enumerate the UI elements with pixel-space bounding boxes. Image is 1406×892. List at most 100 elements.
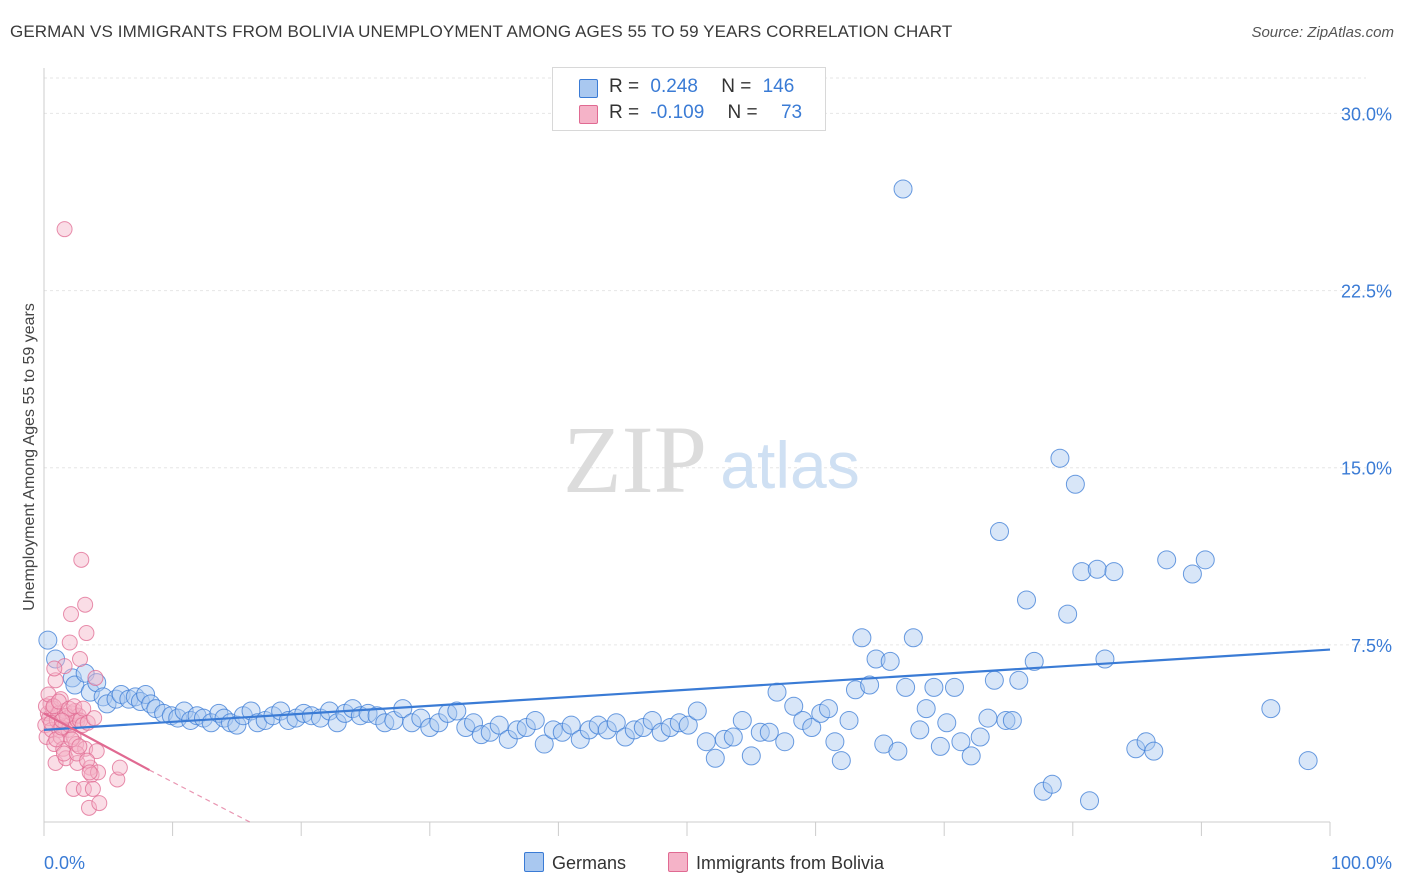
bolivia-point xyxy=(90,764,107,781)
germans-point xyxy=(784,696,804,716)
germans-point xyxy=(651,722,671,742)
germans-point xyxy=(1144,741,1164,761)
germans-point xyxy=(970,727,990,747)
germans-point xyxy=(831,751,851,771)
germans-points xyxy=(38,179,1318,811)
bolivia-point xyxy=(66,698,83,715)
germans-point xyxy=(802,718,822,738)
germans-n-value: 146 xyxy=(762,76,795,97)
germans-point xyxy=(775,732,795,752)
correlation-legend: R = 0.248 N = 146 R = -0.109 N = 73 xyxy=(552,67,826,131)
germans-point xyxy=(1050,448,1070,468)
germans-point xyxy=(860,675,880,695)
germans-point xyxy=(464,713,484,733)
bolivia-point xyxy=(111,759,128,776)
x-tick-label-max: 100.0% xyxy=(1331,853,1392,873)
axes xyxy=(43,68,1331,836)
bolivia-point xyxy=(78,625,95,642)
germans-point xyxy=(1017,590,1037,610)
bolivia-point xyxy=(88,743,105,760)
bolivia-point xyxy=(71,738,88,755)
bolivia-legend-label: Immigrants from Bolivia xyxy=(696,853,885,873)
germans-point xyxy=(944,677,964,697)
germans-point xyxy=(1261,699,1281,719)
bolivia-point xyxy=(77,596,94,613)
bolivia-point xyxy=(72,651,89,668)
germans-point xyxy=(996,710,1016,730)
germans-legend-swatch xyxy=(524,852,544,872)
germans-point xyxy=(818,699,838,719)
bolivia-point xyxy=(61,634,78,651)
germans-point xyxy=(1002,710,1022,730)
germans-point xyxy=(1065,474,1085,494)
germans-point xyxy=(1298,751,1318,771)
bolivia-swatch xyxy=(579,105,598,124)
germans-point xyxy=(910,720,930,740)
germans-point xyxy=(893,179,913,199)
germans-point xyxy=(852,628,872,648)
germans-point xyxy=(951,732,971,752)
bolivia-trend-extension xyxy=(149,769,251,823)
germans-point xyxy=(1157,550,1177,570)
germans-r-label: R = xyxy=(609,76,640,97)
germans-point xyxy=(534,734,554,754)
bolivia-point xyxy=(55,745,72,762)
bolivia-point xyxy=(79,752,96,769)
germans-point xyxy=(984,670,1004,690)
bolivia-point xyxy=(75,780,92,797)
germans-point xyxy=(825,732,845,752)
tick-labels: 7.5% 15.0% 22.5% 30.0% 0.0% 100.0% xyxy=(44,104,1392,873)
germans-point xyxy=(759,722,779,742)
trend-lines xyxy=(43,648,1331,823)
germans-point xyxy=(420,718,440,738)
germans-point xyxy=(343,699,363,719)
germans-point xyxy=(174,701,194,721)
germans-point xyxy=(489,715,509,735)
germans-point xyxy=(247,713,267,733)
bolivia-point xyxy=(109,771,126,788)
bolivia-point xyxy=(75,700,92,717)
y-tick-label: 7.5% xyxy=(1351,636,1392,656)
germans-point xyxy=(696,732,716,752)
germans-point xyxy=(1195,550,1215,570)
bolivia-legend-swatch xyxy=(668,852,688,872)
germans-point xyxy=(525,710,545,730)
germans-point xyxy=(1058,604,1078,624)
germans-point xyxy=(1009,670,1029,690)
bolivia-point xyxy=(47,672,64,689)
germans-point xyxy=(732,710,752,730)
bolivia-n-label: N = xyxy=(727,102,758,123)
bolivia-points xyxy=(37,221,128,816)
germans-point xyxy=(1095,649,1115,669)
germans-point xyxy=(87,673,107,693)
germans-point xyxy=(961,746,981,766)
bolivia-point xyxy=(91,795,108,812)
bolivia-r-value: -0.109 xyxy=(650,102,705,123)
bolivia-point xyxy=(87,669,104,686)
germans-point xyxy=(937,713,957,733)
germans-legend-label: Germans xyxy=(552,853,627,873)
germans-point xyxy=(1080,791,1100,811)
germans-point xyxy=(97,694,117,714)
germans-point xyxy=(924,677,944,697)
bolivia-trend-line xyxy=(43,712,150,772)
germans-point xyxy=(1072,562,1092,582)
watermark-atlas: atlas xyxy=(720,428,859,502)
bolivia-point xyxy=(81,799,98,816)
chart-title: GERMAN VS IMMIGRANTS FROM BOLIVIA UNEMPL… xyxy=(10,22,953,41)
germans-point xyxy=(227,715,247,735)
germans-point xyxy=(1024,651,1044,671)
germans-point xyxy=(989,521,1009,541)
germans-point xyxy=(1087,559,1107,579)
germans-point xyxy=(767,682,787,702)
germans-point xyxy=(678,715,698,735)
bolivia-point xyxy=(56,658,73,675)
germans-point xyxy=(561,715,581,735)
bolivia-n-value: 73 xyxy=(780,102,803,123)
bolivia-point xyxy=(86,710,103,727)
y-tick-label: 22.5% xyxy=(1341,282,1392,302)
bolivia-point xyxy=(81,764,98,781)
germans-point xyxy=(888,741,908,761)
bolivia-point xyxy=(45,698,62,715)
